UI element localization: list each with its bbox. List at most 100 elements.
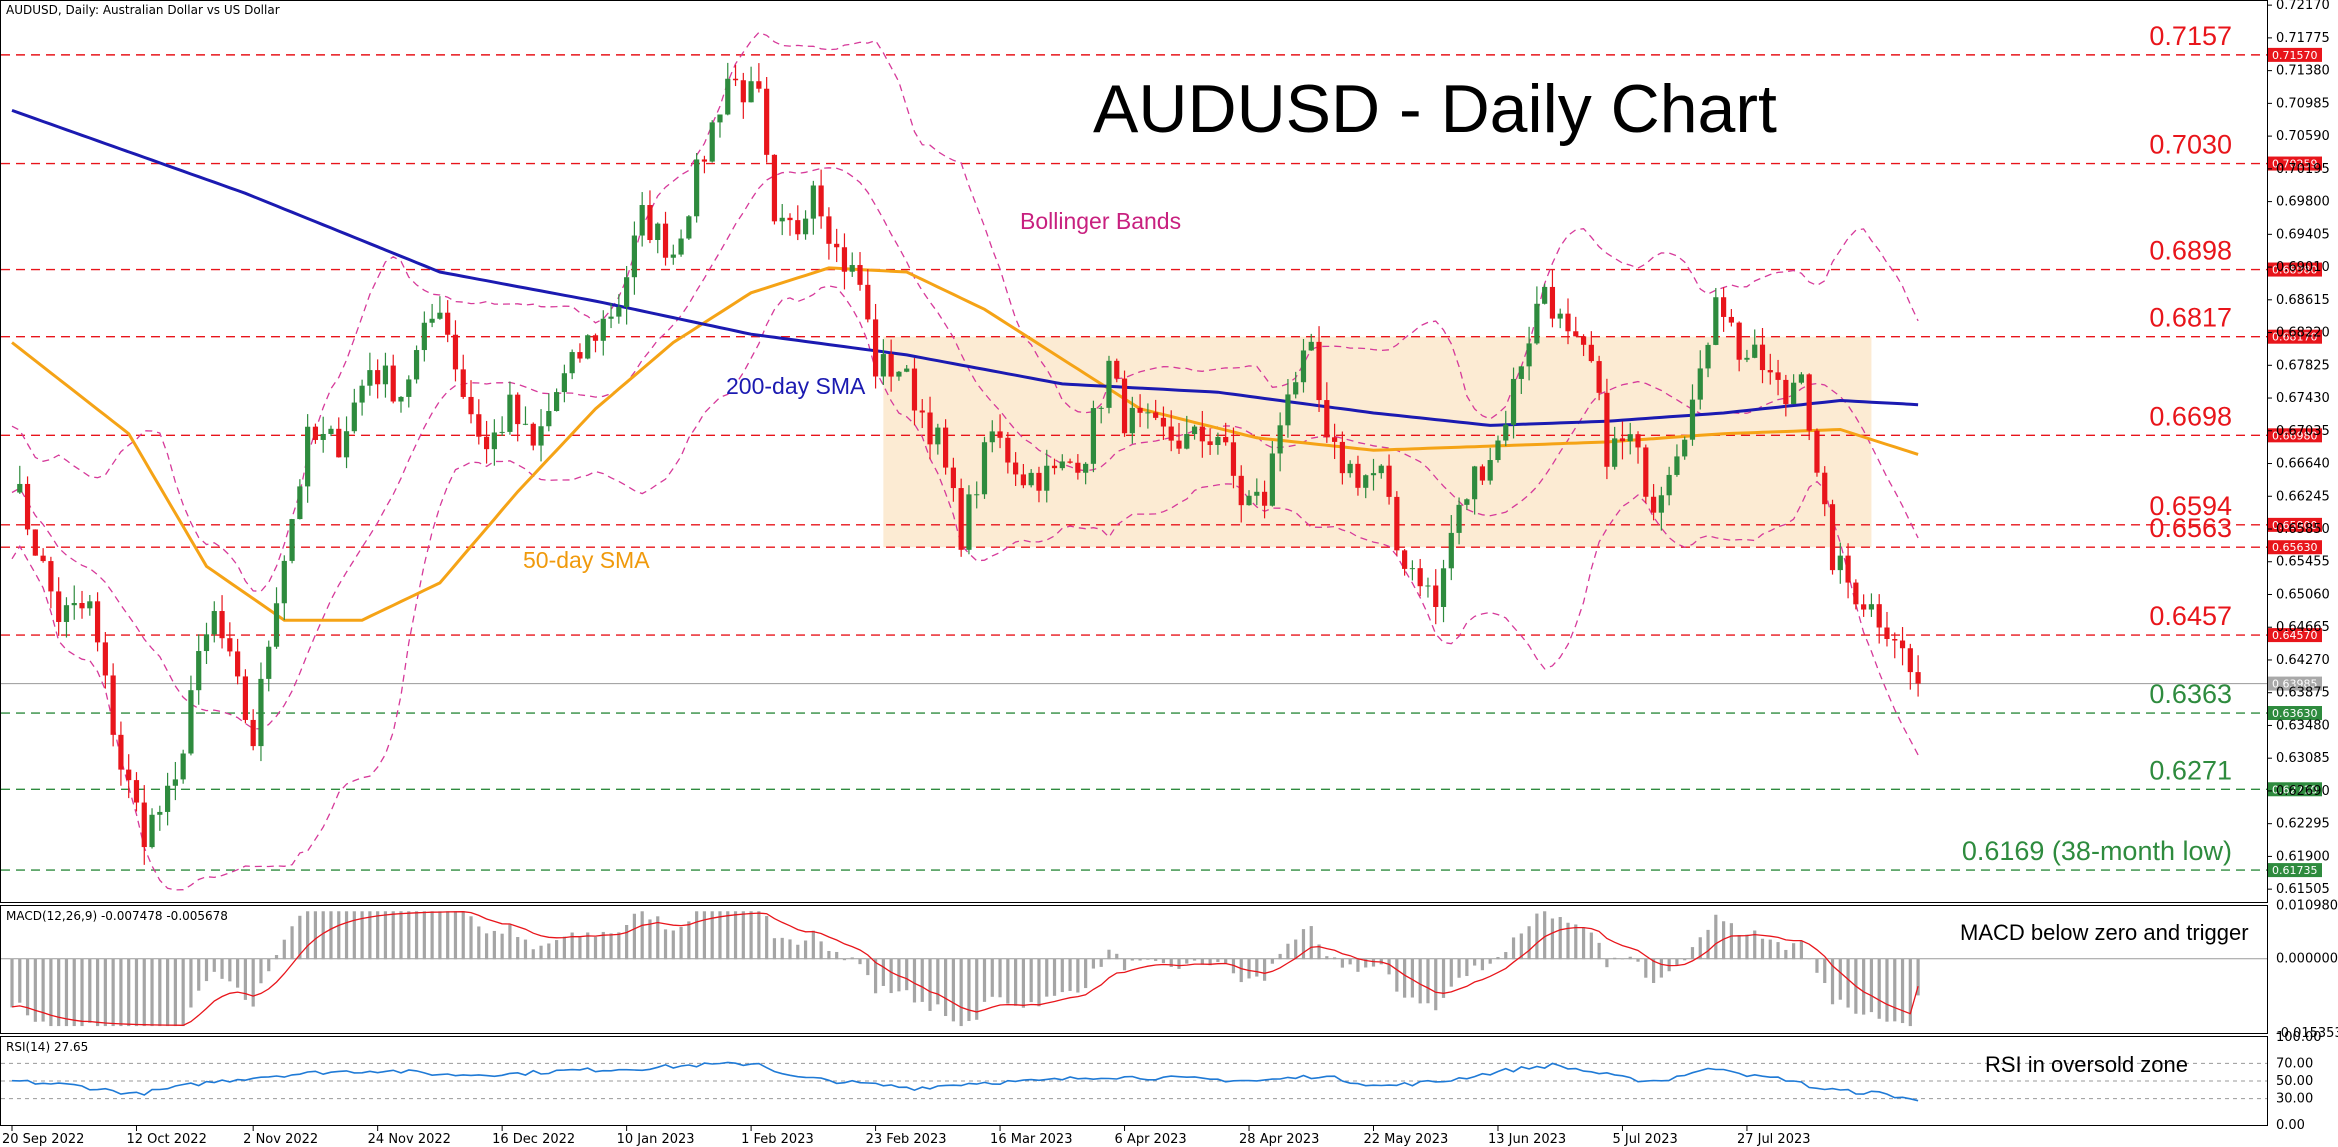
- candle: [1394, 491, 1400, 556]
- candle: [1168, 410, 1174, 452]
- level-price-tag-text: 0.66980: [2272, 429, 2318, 442]
- macd-bar: [492, 930, 496, 960]
- candle-body: [1565, 313, 1571, 332]
- candle: [476, 399, 482, 445]
- candle-body: [530, 423, 536, 446]
- price-tick-label: 0.68615: [2276, 293, 2330, 308]
- macd-bar: [609, 933, 613, 960]
- candle-body: [849, 265, 855, 272]
- candle: [795, 205, 801, 241]
- candle-body: [670, 254, 676, 258]
- candle-body: [1775, 372, 1781, 380]
- candle-body: [17, 483, 23, 493]
- candle: [1861, 594, 1867, 617]
- macd-bar: [679, 926, 683, 960]
- candle-body: [1339, 441, 1345, 474]
- candle: [802, 210, 809, 240]
- candle: [328, 425, 334, 437]
- macd-bar: [1192, 958, 1197, 961]
- candle: [1689, 384, 1696, 446]
- candle-body: [483, 436, 490, 450]
- macd-bar: [897, 958, 901, 992]
- macd-bar: [687, 921, 691, 960]
- candle: [1682, 436, 1688, 460]
- candle: [1059, 454, 1065, 471]
- macd-bar: [1021, 958, 1025, 1008]
- candle: [1518, 366, 1524, 394]
- candle: [1650, 484, 1657, 521]
- candle: [79, 590, 85, 619]
- candle: [1674, 444, 1680, 477]
- candle-body: [1440, 568, 1447, 607]
- candle-body: [818, 185, 824, 217]
- macd-bar: [718, 911, 722, 960]
- macd-bar: [1029, 958, 1033, 1003]
- candle: [694, 152, 700, 223]
- level-price-tag-text: 0.71570: [2272, 49, 2318, 62]
- macd-bar: [1294, 939, 1298, 960]
- candle: [1090, 400, 1097, 473]
- candle: [896, 370, 902, 381]
- candle: [1316, 326, 1322, 412]
- macd-bar: [360, 911, 364, 960]
- candle: [1433, 569, 1439, 625]
- macd-bar: [1838, 958, 1842, 1000]
- macd-bar: [166, 958, 170, 1027]
- candle-body: [452, 334, 459, 370]
- macd-bar: [593, 936, 598, 960]
- macd-bar: [1410, 958, 1414, 998]
- macd-bar: [127, 958, 131, 1027]
- macd-bar: [1340, 958, 1344, 968]
- candle: [1300, 338, 1307, 393]
- candle-body: [1300, 350, 1307, 383]
- candle: [1573, 316, 1579, 337]
- macd-bar: [352, 911, 356, 960]
- candle-body: [865, 284, 871, 320]
- date-tick-label: 13 Jun 2023: [1488, 1132, 1566, 1147]
- candle-body: [1728, 316, 1734, 323]
- candle: [950, 457, 956, 502]
- macd-bar: [1504, 952, 1508, 960]
- candle-body: [771, 154, 778, 222]
- candle-body: [600, 318, 606, 341]
- rsi-tick-label: 0.00: [2276, 1118, 2305, 1133]
- candle-body: [1090, 408, 1097, 464]
- candle-body: [1409, 568, 1415, 570]
- candle-body: [351, 402, 357, 432]
- candle: [522, 406, 529, 426]
- candle-body: [1129, 407, 1135, 434]
- candle: [118, 721, 124, 786]
- candle-body: [655, 223, 661, 240]
- candle-body: [32, 529, 38, 556]
- macd-bar: [88, 958, 92, 1023]
- candle: [227, 622, 233, 657]
- level-label: 0.7030: [2149, 130, 2232, 160]
- candle: [989, 420, 995, 453]
- candle-body: [1044, 465, 1050, 491]
- candle: [1230, 427, 1237, 489]
- candle-body: [538, 426, 544, 446]
- chart-title: AUDUSD - Daily Chart: [1093, 71, 1777, 147]
- candle: [624, 266, 630, 325]
- candle-body: [943, 427, 949, 468]
- candle: [102, 632, 108, 689]
- macd-bar: [1589, 932, 1593, 960]
- candle: [530, 422, 536, 451]
- candle-body: [592, 335, 599, 341]
- macd-bar: [197, 958, 201, 991]
- candle: [382, 352, 389, 398]
- candle: [1129, 396, 1135, 444]
- candle-body: [429, 318, 435, 323]
- candle: [1106, 355, 1112, 414]
- macd-bar: [251, 958, 255, 1007]
- macd-bar: [1543, 911, 1547, 960]
- candle: [919, 399, 925, 429]
- candle: [857, 252, 863, 291]
- candle: [935, 423, 941, 455]
- macd-bar: [617, 932, 621, 960]
- candle-body: [476, 414, 482, 437]
- macd-bar: [119, 958, 123, 1027]
- macd-bar: [648, 919, 652, 960]
- candle-body: [79, 603, 85, 609]
- candle: [787, 213, 793, 236]
